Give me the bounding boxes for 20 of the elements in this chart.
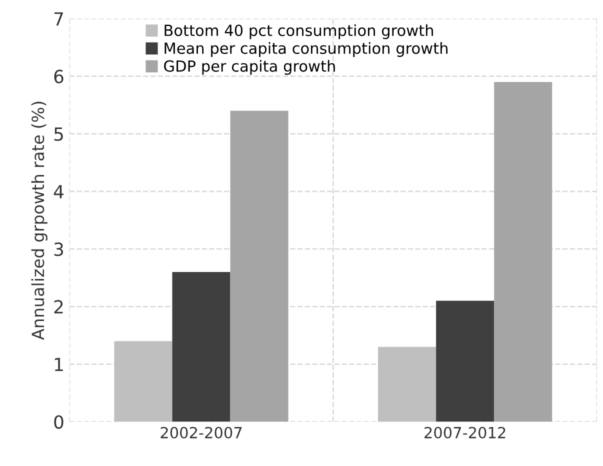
x-tick-label: 2007-2012 [424, 426, 506, 438]
y-tick-label: 0 [54, 415, 64, 429]
legend-label: Bottom 40 pct consumption growth [164, 24, 433, 40]
y-axis-title: Annualized grpowth rate (%) [31, 102, 48, 340]
x-tick-label: 2002-2007 [160, 426, 242, 438]
bar [114, 341, 172, 422]
bar [436, 300, 494, 422]
y-tick-label: 7 [54, 12, 63, 26]
bar [230, 110, 288, 422]
legend-label: GDP per capita growth [164, 60, 335, 75]
y-tick-label: 4 [54, 185, 64, 198]
bar [172, 272, 230, 422]
y-tick-label: 3 [54, 242, 64, 256]
y-tick-label: 2 [54, 300, 63, 314]
y-tick-label: 6 [54, 70, 64, 84]
y-tick-label: 5 [54, 128, 63, 141]
bar [378, 346, 436, 422]
y-tick-label: 1 [54, 358, 63, 372]
bar [494, 82, 552, 422]
legend-label: Mean per capita consumption growth [164, 42, 448, 57]
